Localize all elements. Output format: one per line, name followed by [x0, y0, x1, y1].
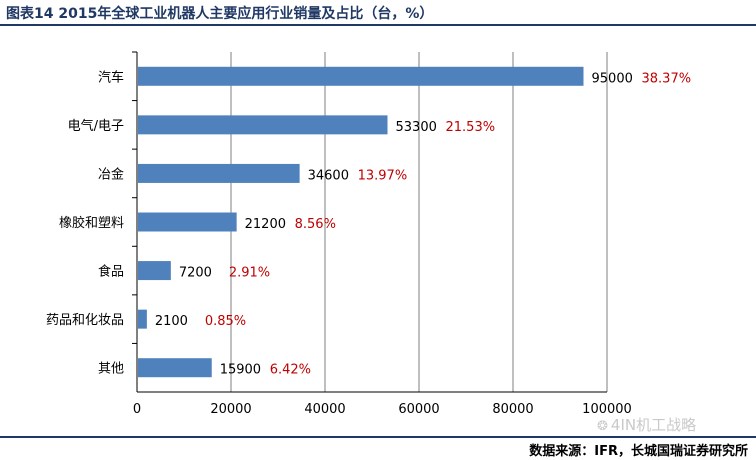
bar: [138, 261, 171, 281]
wechat-icon: ❂: [597, 419, 608, 434]
data-label-value: 53300: [396, 120, 437, 135]
data-label-percent: 0.85%: [205, 314, 246, 329]
x-tick-label: 40000: [304, 402, 345, 417]
x-tick-label: 60000: [398, 402, 439, 417]
watermark: ❂ 4IN机工战略: [597, 414, 696, 435]
data-label-percent: 2.91%: [229, 266, 270, 281]
bar: [138, 358, 212, 378]
y-category-label: 其他: [98, 362, 124, 377]
data-label-percent: 21.53%: [446, 120, 496, 135]
x-tick-label: 80000: [492, 402, 533, 417]
x-tick-label: 0: [133, 402, 141, 417]
y-category-label: 汽车: [98, 69, 124, 85]
data-label-value: 21200: [245, 217, 286, 232]
data-label-percent: 13.97%: [358, 168, 408, 183]
bar: [138, 115, 388, 135]
footer-rule: [0, 436, 756, 438]
data-label-value: 34600: [308, 168, 349, 183]
title-rule: [0, 24, 756, 26]
y-category-label: 药品和化妆品: [46, 313, 124, 328]
bar: [138, 163, 300, 183]
y-category-label: 橡胶和塑料: [59, 215, 124, 231]
y-category-label: 电气/电子: [68, 118, 124, 134]
bar-chart: 0 20000 40000 60000 80000 100000 汽车 95000 38.37%…: [46, 51, 692, 417]
source-note: 数据来源：IFR，长城国瑞证券研究所: [529, 444, 748, 459]
data-label-value: 2100: [155, 314, 188, 329]
data-label-value: 7200: [179, 266, 212, 281]
bar: [138, 212, 237, 232]
y-category-label: 冶金: [98, 166, 124, 182]
bar: [138, 309, 147, 329]
x-tick-label: 20000: [210, 402, 251, 417]
data-label-percent: 8.56%: [295, 217, 336, 232]
data-label-percent: 38.37%: [642, 71, 692, 86]
y-category-label: 食品: [98, 264, 124, 280]
x-tick-label: 100000: [582, 402, 632, 417]
data-label-value: 95000: [592, 71, 633, 86]
watermark-text: 4IN机工战略: [610, 416, 697, 434]
data-label-value: 15900: [220, 363, 261, 378]
data-label-percent: 6.42%: [270, 363, 311, 378]
bar: [138, 66, 584, 86]
chart-title: 图表14 2015年全球工业机器人主要应用行业销量及占比（台，%）: [6, 6, 434, 22]
